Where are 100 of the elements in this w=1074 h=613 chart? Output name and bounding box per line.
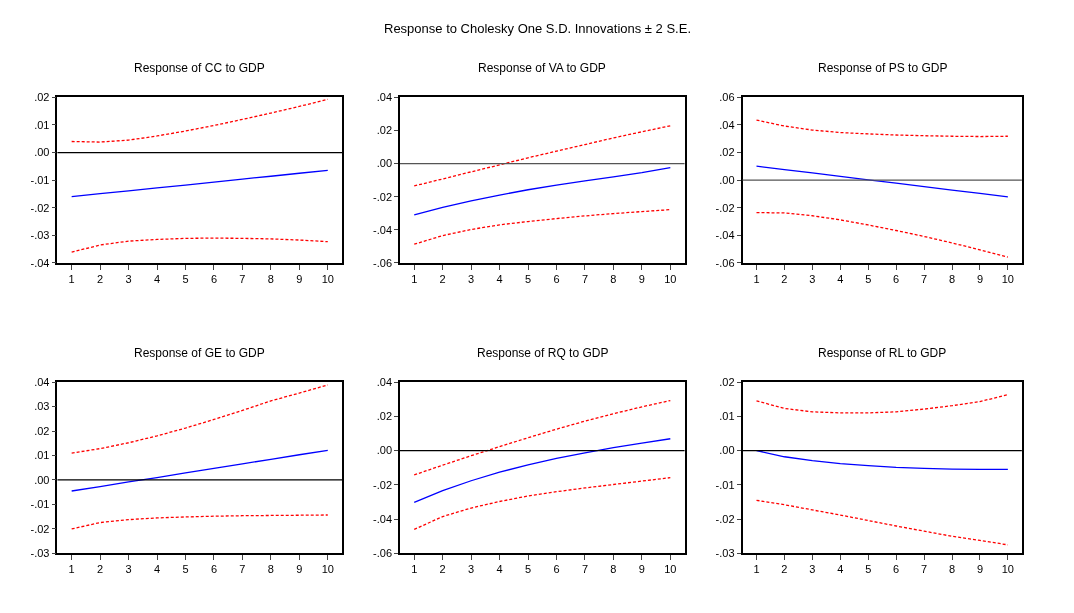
line-series <box>71 237 329 253</box>
x-tick-label: 3 <box>468 563 475 576</box>
line-series <box>755 211 1009 258</box>
x-tick-label: 1 <box>753 563 760 576</box>
x-tick-label: 4 <box>837 272 844 285</box>
line-series <box>755 394 1009 414</box>
x-tick-label: 2 <box>439 272 446 285</box>
x-tick-label: 6 <box>893 563 900 576</box>
x-tick-label: 10 <box>664 272 677 285</box>
chart-title: Response of CC to GDP <box>134 61 265 75</box>
y-tick-label: -.03 <box>30 229 50 242</box>
y-tick-label: -.06 <box>373 256 393 269</box>
x-tick-label: 6 <box>553 272 560 285</box>
y-tick-label: -.02 <box>373 190 393 203</box>
y-tick-label: -.02 <box>30 522 50 535</box>
x-tick-label: 7 <box>921 563 928 576</box>
x-tick-label: 4 <box>837 563 844 576</box>
y-tick-label: -.02 <box>715 201 735 214</box>
x-tick-label: 8 <box>610 272 617 285</box>
y-tick-label: .01 <box>34 118 50 131</box>
y-tick-label: -.02 <box>30 201 50 214</box>
x-tick-label: 9 <box>976 563 983 576</box>
x-tick-label: 1 <box>753 272 760 285</box>
x-tick-label: 4 <box>496 272 503 285</box>
text: Response to Cholesky One S.D. Innovations ± 2 S.E. <box>384 21 692 36</box>
x-tick-label: 2 <box>97 272 104 285</box>
y-tick-label: -.02 <box>373 478 393 491</box>
chart-title: Response of GE to GDP <box>134 346 265 360</box>
x-tick-label: 6 <box>893 272 900 285</box>
x-tick-label: 4 <box>496 563 503 576</box>
x-tick-label: 8 <box>948 272 956 285</box>
x-tick-label: 6 <box>210 563 218 576</box>
line-series <box>755 165 1009 198</box>
y-tick-label: -.03 <box>30 547 50 560</box>
x-tick-label: 10 <box>664 563 677 576</box>
y-tick-label: .01 <box>34 449 50 462</box>
x-tick-label: 5 <box>182 563 189 576</box>
x-tick-label: 8 <box>267 272 274 285</box>
line-series <box>755 119 1009 138</box>
line-series <box>71 169 329 198</box>
x-tick-label: 5 <box>865 272 872 285</box>
x-tick-label: 5 <box>182 272 189 285</box>
x-tick-label: 2 <box>781 272 788 285</box>
x-tick-label: 3 <box>809 272 816 285</box>
x-tick-label: 3 <box>468 272 475 285</box>
x-tick-label: 7 <box>921 272 928 285</box>
x-tick-label: 8 <box>267 563 274 576</box>
chart-title: Response of RL to GDP <box>818 346 947 360</box>
x-tick-label: 5 <box>865 563 872 576</box>
y-tick-label: -.01 <box>715 478 735 491</box>
chart-title: Response of RQ to GDP <box>477 346 609 360</box>
line-series <box>413 208 671 245</box>
y-tick-label: -.06 <box>715 256 735 269</box>
x-tick-label: 2 <box>781 563 788 576</box>
y-tick-label: .02 <box>376 124 393 137</box>
x-tick-label: 9 <box>638 272 645 285</box>
x-tick-label: 4 <box>153 563 161 576</box>
line-series <box>413 167 671 216</box>
chart-title: Response of VA to GDP <box>478 61 606 75</box>
line-series <box>413 399 671 476</box>
x-tick-label: 7 <box>239 563 246 576</box>
x-tick-label: 5 <box>524 272 532 285</box>
x-tick-label: 9 <box>638 563 645 576</box>
x-tick-label: 10 <box>321 272 334 285</box>
y-tick-label: .02 <box>34 424 50 437</box>
y-tick-label: -.04 <box>373 513 393 525</box>
x-tick-label: 6 <box>553 563 560 576</box>
line-series <box>71 514 329 530</box>
y-tick-label: -.04 <box>30 256 50 269</box>
y-tick-label: .00 <box>376 444 393 457</box>
line-series <box>413 477 671 531</box>
y-tick-label: .00 <box>719 173 735 186</box>
x-tick-label: 9 <box>296 563 303 576</box>
x-tick-label: 7 <box>239 272 246 285</box>
y-tick-label: -.02 <box>715 513 735 525</box>
y-tick-label: .04 <box>376 375 393 388</box>
x-tick-label: 10 <box>1001 563 1014 576</box>
x-tick-label: 1 <box>411 272 418 285</box>
x-tick-label: 9 <box>976 272 983 285</box>
y-tick-label: .00 <box>376 157 393 170</box>
x-tick-label: 10 <box>1001 272 1014 285</box>
y-tick-label: -.01 <box>30 173 50 186</box>
x-tick-label: 1 <box>68 563 75 576</box>
line-series <box>413 438 671 503</box>
line-series <box>71 384 329 454</box>
y-tick-label: .00 <box>34 473 50 486</box>
y-tick-label: .02 <box>376 410 393 423</box>
y-tick-label: -.06 <box>373 547 393 560</box>
line-series <box>71 449 329 492</box>
y-tick-label: .02 <box>719 146 735 159</box>
line-series <box>413 125 671 187</box>
y-tick-label: .04 <box>376 91 393 104</box>
line-series <box>71 98 329 143</box>
line-series <box>755 499 1009 546</box>
x-tick-label: 1 <box>411 563 418 576</box>
y-tick-label: .06 <box>719 91 735 104</box>
x-tick-label: 8 <box>610 563 617 576</box>
y-tick-label: .03 <box>34 400 50 413</box>
y-tick-label: .00 <box>34 146 50 159</box>
y-tick-label: -.01 <box>30 498 50 511</box>
